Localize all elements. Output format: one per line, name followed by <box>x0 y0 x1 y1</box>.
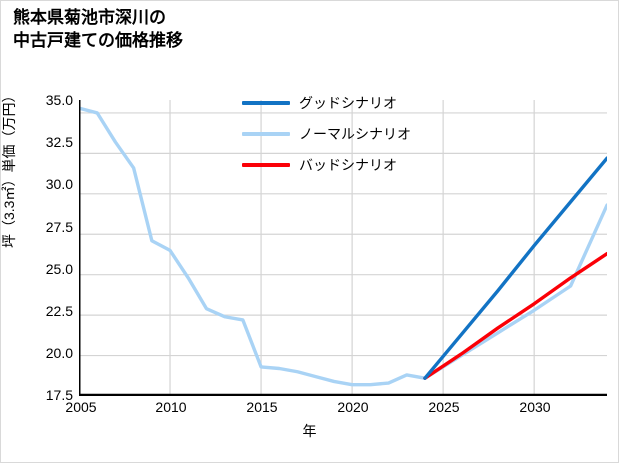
x-tick-label: 2030 <box>519 399 551 415</box>
y-tick-label: 17.5 <box>45 387 73 403</box>
x-tick-label: 2020 <box>337 399 369 415</box>
legend-item-normal[interactable]: ノーマルシナリオ <box>242 124 411 144</box>
grid-lines <box>79 100 607 396</box>
chart-title: 熊本県菊池市深川の 中古戸建ての価格推移 <box>13 8 183 50</box>
y-tick-label: 22.5 <box>45 303 73 319</box>
axis-spines <box>79 100 607 396</box>
y-tick-label: 25.0 <box>45 261 73 277</box>
y-tick-label: 32.5 <box>45 134 73 150</box>
plot-area <box>79 100 607 396</box>
y-tick-label: 35.0 <box>45 92 73 108</box>
y-tick-label: 30.0 <box>45 176 73 192</box>
y-axis-tick-labels: 35.0 32.5 30.0 27.5 25.0 22.5 20.0 17.5 <box>1 1 73 466</box>
legend-item-good[interactable]: グッドシナリオ <box>242 93 411 113</box>
series-line <box>423 251 607 380</box>
legend-label-normal: ノーマルシナリオ <box>299 126 411 142</box>
series-line <box>423 156 607 380</box>
x-tick-label: 2025 <box>428 399 460 415</box>
chart-legend: グッドシナリオ ノーマルシナリオ バッドシナリオ <box>242 93 411 175</box>
x-tick-label: 2010 <box>155 399 187 415</box>
legend-item-bad[interactable]: バッドシナリオ <box>242 155 411 175</box>
legend-swatch-bad <box>242 163 290 167</box>
x-tick-label: 2005 <box>65 399 97 415</box>
y-tick-label: 27.5 <box>45 219 73 235</box>
chart-canvas <box>79 100 607 396</box>
legend-swatch-normal <box>242 132 290 136</box>
legend-label-bad: バッドシナリオ <box>299 157 397 173</box>
legend-swatch-good <box>242 101 290 105</box>
x-axis-label: 年 <box>302 423 317 439</box>
x-tick-label: 2015 <box>246 399 278 415</box>
legend-label-good: グッドシナリオ <box>299 95 397 111</box>
y-tick-label: 20.0 <box>45 345 73 361</box>
series-lines <box>79 106 607 387</box>
y-axis-label: 坪（3.3㎡）単価（万円） <box>1 88 17 248</box>
